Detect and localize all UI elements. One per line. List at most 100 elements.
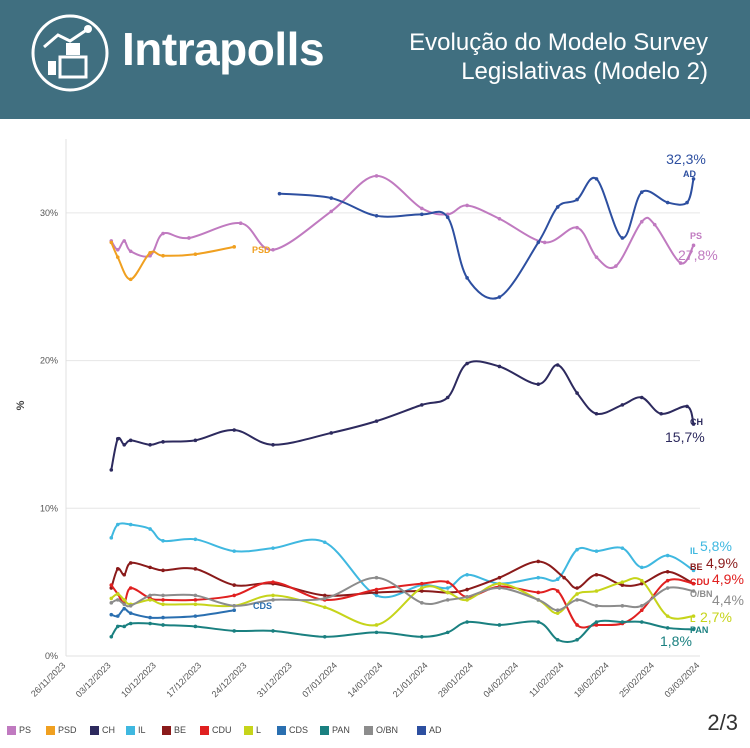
data-point-ch	[329, 431, 334, 435]
data-point-ch	[685, 404, 689, 409]
legend-label-psd: PSD	[58, 725, 77, 735]
data-point-pan	[128, 621, 133, 626]
data-point-il	[445, 586, 450, 590]
data-point-pan	[594, 620, 599, 624]
legend-item-ps[interactable]: PS	[7, 725, 31, 735]
legend-item-be[interactable]: BE	[162, 725, 186, 735]
data-point-be	[148, 565, 152, 570]
legend-item-cds[interactable]: CDS	[277, 725, 308, 735]
data-point-be	[536, 559, 541, 564]
data-point-ps	[122, 239, 127, 243]
data-point-obn	[691, 589, 696, 593]
end-label-ch: CH	[690, 417, 703, 427]
data-point-il	[148, 527, 152, 531]
data-point-ad	[594, 177, 599, 181]
data-point-l	[497, 581, 502, 586]
data-point-l	[620, 580, 625, 584]
data-point-pan	[322, 634, 327, 639]
data-point-ps	[128, 249, 133, 254]
data-point-ch	[420, 403, 424, 407]
data-point-l	[193, 602, 198, 607]
data-point-be	[232, 583, 237, 587]
data-point-cdu	[575, 623, 579, 627]
data-point-cdu	[536, 590, 541, 595]
legend-item-pan[interactable]: PAN	[320, 725, 350, 735]
data-point-il	[536, 575, 541, 580]
legend-swatch-ps	[7, 725, 16, 735]
legend-item-l[interactable]: L	[244, 725, 261, 735]
page-number: 2/3	[707, 710, 738, 735]
legend-item-il[interactable]: IL	[126, 725, 146, 735]
x-tick-label: 25/02/2024	[617, 660, 656, 699]
data-point-l	[161, 602, 165, 607]
data-point-pan	[575, 637, 579, 642]
data-point-l	[122, 598, 127, 602]
data-point-il	[232, 549, 237, 553]
x-tick-label: 24/12/2023	[210, 660, 249, 699]
data-point-ch	[497, 364, 502, 369]
data-point-ps	[678, 261, 683, 265]
legend-swatch-ad	[417, 725, 426, 735]
data-point-pan	[555, 637, 560, 642]
x-tick-label: 26/11/2023	[29, 660, 67, 698]
data-point-ad	[465, 276, 469, 280]
data-point-ch	[232, 428, 237, 432]
x-tick-label: 10/12/2023	[119, 660, 158, 699]
end-value-il: 5,8%	[700, 538, 732, 554]
data-point-ch	[161, 440, 165, 444]
data-point-be	[465, 587, 469, 592]
data-point-ps	[639, 219, 644, 224]
data-point-ps	[161, 231, 165, 236]
data-point-ad	[555, 205, 560, 209]
y-tick-label: 30%	[40, 208, 58, 218]
legend-label-ch: CH	[102, 725, 115, 735]
data-point-be	[665, 570, 670, 574]
data-point-obn	[322, 596, 327, 601]
data-point-cds	[128, 611, 133, 615]
data-point-cdu	[271, 580, 275, 584]
legend-label-il: IL	[138, 725, 146, 735]
data-point-l	[374, 623, 379, 627]
data-point-ps	[652, 222, 657, 227]
legend-item-psd[interactable]: PSD	[46, 725, 77, 735]
data-point-l	[594, 589, 599, 593]
data-point-psd	[115, 255, 120, 259]
legend-item-ad[interactable]: AD	[417, 725, 442, 735]
data-point-ps	[614, 264, 618, 268]
data-point-ad	[685, 200, 689, 205]
data-point-obn	[148, 593, 152, 598]
data-point-il	[128, 522, 133, 527]
legend-item-cdu[interactable]: CDU	[200, 725, 232, 735]
legend-label-ad: AD	[429, 725, 442, 735]
end-label-ad: AD	[683, 169, 696, 179]
data-point-l	[465, 598, 469, 602]
data-point-obn	[665, 586, 670, 590]
end-label-psd: PSD	[252, 245, 271, 255]
data-point-ad	[420, 212, 424, 217]
data-point-pan	[148, 621, 152, 626]
x-tick-label: 07/01/2024	[300, 660, 339, 699]
end-value-pan: 1,8%	[660, 633, 692, 649]
data-point-l	[691, 614, 696, 618]
data-point-cdu	[420, 581, 424, 586]
end-label-cds: CDS	[253, 601, 272, 611]
legend-item-ch[interactable]: CH	[90, 725, 115, 735]
legend-swatch-be	[162, 725, 171, 735]
legend-label-ps: PS	[19, 725, 32, 735]
legend-swatch-cds	[277, 725, 286, 735]
chart-title-line1: Evolução do Modelo Survey	[409, 29, 708, 56]
data-point-ps	[497, 216, 502, 221]
data-point-ch	[109, 468, 114, 472]
series-line-psd	[110, 241, 235, 281]
data-point-psd	[161, 253, 165, 258]
data-point-cds	[148, 615, 152, 620]
x-tick-label: 04/02/2024	[481, 660, 520, 699]
data-point-cdu	[639, 608, 644, 613]
data-point-ps	[420, 206, 424, 211]
x-tick-label: 28/01/2024	[436, 660, 475, 699]
data-point-il	[115, 522, 120, 527]
data-point-obn	[109, 601, 114, 605]
legend-item-obn[interactable]: O/BN	[364, 725, 398, 735]
header-banner: Intrapolls Evolução do Modelo Survey Leg…	[0, 0, 750, 119]
x-tick-label: 03/12/2023	[74, 660, 113, 699]
